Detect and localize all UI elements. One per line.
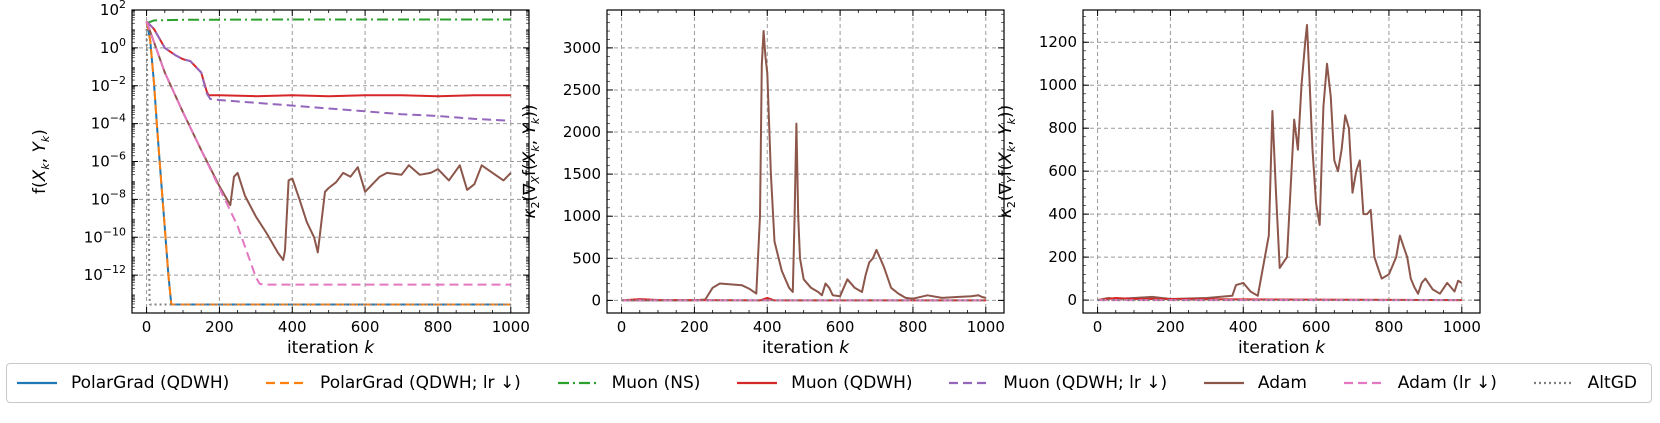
legend-item-polargrad-qdwh-lr: PolarGrad (QDWH; lr ↓) <box>266 373 521 393</box>
x-tick-label: 600 <box>351 318 380 336</box>
y-tick-label: 400 <box>1048 205 1077 223</box>
legend-item-muon-ns: Muon (NS) <box>557 373 701 393</box>
x-tick-label: 800 <box>899 318 928 336</box>
legend-item-adam-lr: Adam (lr ↓) <box>1343 373 1497 393</box>
series-line-muon-ns <box>146 18 511 25</box>
series-line-adam <box>1097 24 1463 302</box>
x-axis-label: iteration k <box>762 338 850 358</box>
legend-label: Muon (QDWH) <box>791 373 913 393</box>
x-tick-label: 1000 <box>1443 318 1481 336</box>
y-tick-label: 1500 <box>563 165 601 183</box>
y-tick-label: 10−12 <box>84 263 126 284</box>
series-group <box>1097 24 1463 302</box>
legend-item-muon-qdwh-lr: Muon (QDWH; lr ↓) <box>949 373 1167 393</box>
series-line-adam <box>621 30 987 302</box>
y-tick-label: 1000 <box>1039 76 1077 94</box>
plot-frame <box>606 9 1005 314</box>
legend-swatch <box>17 381 57 385</box>
legend-label: Adam (lr ↓) <box>1397 373 1497 393</box>
y-tick-label: 10−6 <box>91 150 126 171</box>
legend-swatch <box>737 381 778 385</box>
series-line-adam-lr <box>145 21 511 286</box>
x-tick-label: 0 <box>142 318 152 336</box>
x-tick-label: 600 <box>826 318 855 336</box>
y-tick-label: 200 <box>1048 248 1077 266</box>
y-tick-label: 10−10 <box>84 225 126 246</box>
figure: 0 200 400 600 800 1000 102 100 10−2 10−4 10−6 10−8 1… <box>30 0 1481 358</box>
legend-item-polargrad-qdwh: PolarGrad (QDWH) <box>17 373 229 393</box>
x-tick-label: 200 <box>680 318 709 336</box>
y-tick-label: 3000 <box>563 39 601 57</box>
legend-item-altgd: AltGD <box>1533 373 1637 393</box>
x-tick-label: 800 <box>424 318 453 336</box>
y-tick-label: 10−4 <box>91 112 126 133</box>
panel-kappa-x: 0 200 400 600 800 1000 0 500 1000 1500 2000 2500 300… <box>520 9 1005 358</box>
legend-label: Muon (NS) <box>611 373 701 393</box>
series-group <box>145 18 512 306</box>
series-line-muon-qdwh <box>145 20 511 98</box>
y-tick-label: 1200 <box>1039 33 1077 51</box>
x-tick-label: 0 <box>1093 318 1103 336</box>
y-tick-label: 800 <box>1048 119 1077 137</box>
legend-swatch <box>1203 381 1244 385</box>
legend-label: AltGD <box>1587 373 1637 393</box>
x-tick-label: 400 <box>1229 318 1258 336</box>
y-tick-label: 600 <box>1048 162 1077 180</box>
legend-label: Adam <box>1257 373 1307 393</box>
x-tick-label: 400 <box>278 318 307 336</box>
plot-frame <box>1082 9 1481 314</box>
x-axis-label: iteration k <box>287 338 375 358</box>
legend-swatch <box>949 381 990 385</box>
x-tick-label: 800 <box>1375 318 1404 336</box>
y-tick-label: 500 <box>572 249 601 267</box>
y-axis-label: κ2(∇Yf(Xk, Yk)) <box>996 105 1018 218</box>
legend-item-adam: Adam <box>1203 373 1307 393</box>
legend-swatch <box>557 381 598 385</box>
y-tick-label: 2000 <box>563 123 601 141</box>
y-tick-label: 0 <box>1067 291 1077 309</box>
x-tick-label: 600 <box>1302 318 1331 336</box>
x-tick-label: 400 <box>753 318 782 336</box>
legend-swatch <box>1343 381 1384 385</box>
x-tick-label: 0 <box>617 318 627 336</box>
y-tick-label: 100 <box>100 36 126 57</box>
y-tick-label: 102 <box>100 0 126 19</box>
x-axis-label: iteration k <box>1238 338 1326 358</box>
y-tick-label: 1000 <box>563 207 601 225</box>
y-tick-label: 0 <box>591 291 601 309</box>
series-line-polargrad-qdwh <box>145 21 511 306</box>
x-tick-label: 1000 <box>967 318 1005 336</box>
panel-objective: 0 200 400 600 800 1000 102 100 10−2 10−4 10−6 10−8 1… <box>30 0 530 358</box>
legend-label: Muon (QDWH; lr ↓) <box>1003 373 1168 393</box>
x-tick-label: 1000 <box>492 318 530 336</box>
legend-label: PolarGrad (QDWH) <box>71 373 230 393</box>
legend-label: PolarGrad (QDWH; lr ↓) <box>320 373 521 393</box>
y-tick-label: 10−8 <box>91 187 126 208</box>
legend: PolarGrad (QDWH) PolarGrad (QDWH; lr ↓) Mu… <box>6 363 1652 403</box>
series-line-altgd <box>145 28 511 306</box>
panel-kappa-y: 0 200 400 600 800 1000 0 200 400 600 800 1000 1200 it… <box>996 9 1481 358</box>
x-tick-label: 200 <box>205 318 234 336</box>
y-tick-label: 2500 <box>563 81 601 99</box>
plot-frame <box>131 9 530 314</box>
y-axis-label: f(Xk, Yk) <box>30 129 52 194</box>
legend-swatch <box>1533 381 1574 385</box>
series-group <box>621 30 987 302</box>
series-line-muon-qdwh <box>621 296 986 302</box>
x-tick-label: 200 <box>1156 318 1185 336</box>
series-line-polargrad-qdwh-lr <box>145 21 511 306</box>
y-axis-label: κ2(∇Xf(Xk, Yk)) <box>520 104 542 218</box>
series-line-muon-qdwh-lr <box>145 20 511 122</box>
legend-swatch <box>266 381 307 385</box>
series-line-adam <box>145 21 512 261</box>
y-tick-label: 10−2 <box>91 74 126 95</box>
legend-item-muon-qdwh: Muon (QDWH) <box>737 373 913 393</box>
